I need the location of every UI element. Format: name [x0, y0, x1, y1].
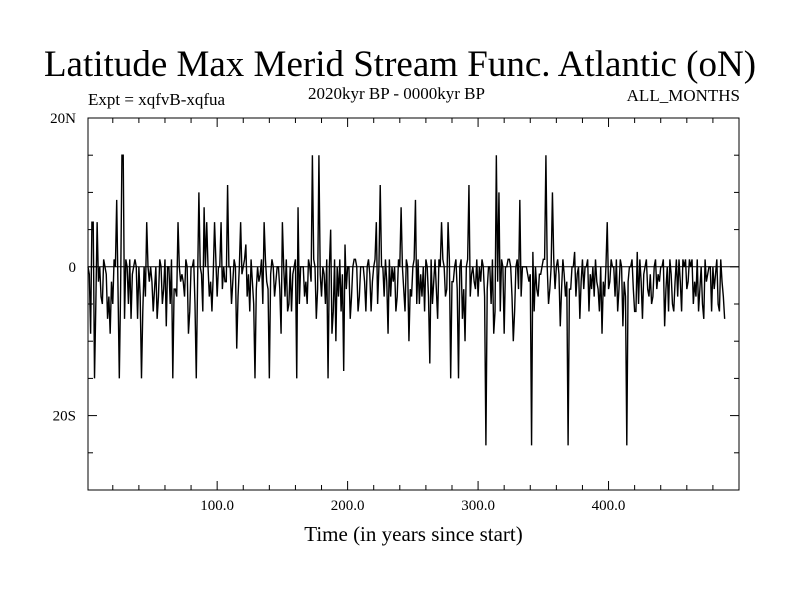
tick-labels: 100.0 200.0 300.0 400.0 20N 0 20S	[50, 111, 625, 514]
x-tick-label: 400.0	[592, 498, 626, 514]
y-tick-label: 20N	[50, 111, 76, 127]
x-tick-label: 300.0	[461, 498, 495, 514]
x-axis-label: Time (in years since start)	[304, 522, 523, 546]
x-tick-label: 200.0	[331, 498, 365, 514]
y-tick-label: 0	[69, 260, 77, 276]
experiment-label: Expt = xqfvB-xqfua	[88, 90, 226, 109]
x-tick-label: 100.0	[200, 498, 234, 514]
axis-ticks	[88, 117, 739, 491]
y-tick-label: 20S	[53, 409, 76, 425]
chart-title: Latitude Max Merid Stream Func. Atlantic…	[43, 44, 757, 85]
series-line	[87, 154, 726, 446]
period-label: 2020kyr BP - 0000kyr BP	[308, 84, 485, 103]
months-label: ALL_MONTHS	[626, 86, 740, 105]
